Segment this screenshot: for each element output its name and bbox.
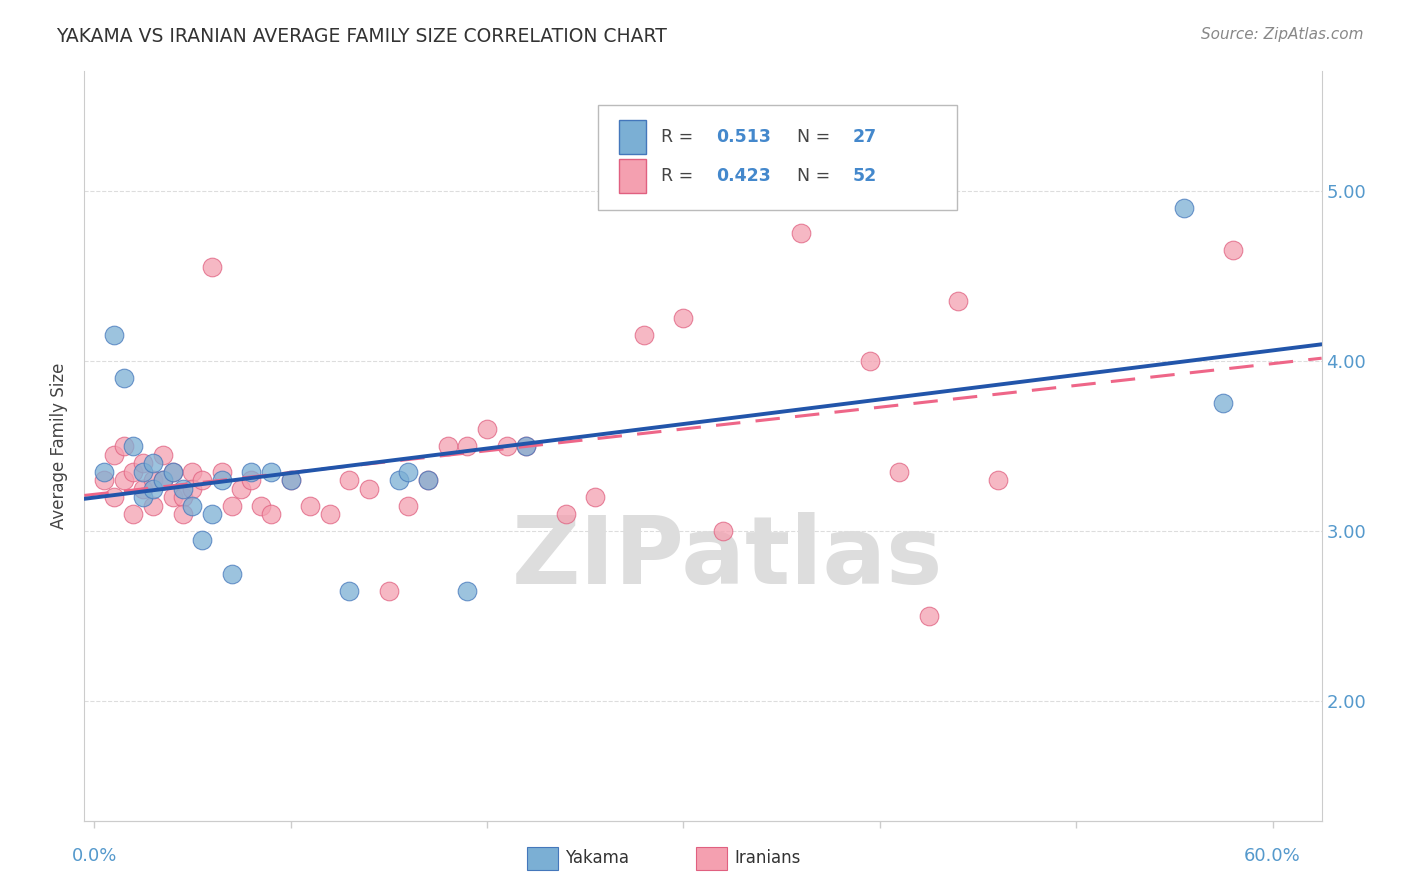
Point <box>948 294 970 309</box>
Point <box>250 499 273 513</box>
Point <box>132 465 155 479</box>
Point <box>162 465 184 479</box>
Point <box>396 499 419 513</box>
Text: R =: R = <box>661 168 699 186</box>
Point <box>1222 243 1244 257</box>
Text: 52: 52 <box>852 168 877 186</box>
Point <box>554 507 576 521</box>
Text: ZIPatlas: ZIPatlas <box>512 512 943 605</box>
Point <box>240 465 263 479</box>
Bar <box>619 120 647 154</box>
Point <box>172 507 194 521</box>
Point <box>280 473 302 487</box>
Point <box>378 583 401 598</box>
Text: Iranians: Iranians <box>734 849 800 867</box>
Point <box>456 439 478 453</box>
Point <box>172 482 194 496</box>
Text: 0.513: 0.513 <box>717 128 772 146</box>
Point <box>221 499 243 513</box>
Point <box>436 439 458 453</box>
Point <box>112 371 135 385</box>
Point <box>260 465 283 479</box>
Point <box>583 490 606 504</box>
Point <box>1173 201 1195 215</box>
Point <box>112 439 135 453</box>
FancyBboxPatch shape <box>598 105 956 210</box>
Point <box>162 490 184 504</box>
Text: YAKAMA VS IRANIAN AVERAGE FAMILY SIZE CORRELATION CHART: YAKAMA VS IRANIAN AVERAGE FAMILY SIZE CO… <box>56 27 666 45</box>
Point <box>396 465 419 479</box>
Point <box>1212 396 1234 410</box>
Point <box>515 439 537 453</box>
Point <box>633 328 655 343</box>
Text: Yakama: Yakama <box>565 849 630 867</box>
Point <box>132 490 155 504</box>
Point <box>152 448 174 462</box>
Point <box>231 482 253 496</box>
Point <box>103 328 125 343</box>
Point <box>987 473 1010 487</box>
Point <box>359 482 381 496</box>
Point <box>387 473 409 487</box>
Point <box>201 260 224 275</box>
Point <box>672 311 695 326</box>
Point <box>122 465 145 479</box>
Point <box>191 533 214 547</box>
Point <box>152 473 174 487</box>
Point <box>191 473 214 487</box>
Point <box>260 507 283 521</box>
Point <box>132 482 155 496</box>
Point <box>162 465 184 479</box>
Point <box>181 482 204 496</box>
Point <box>859 354 882 368</box>
Point <box>319 507 342 521</box>
Point <box>103 448 125 462</box>
Point <box>181 499 204 513</box>
Point <box>93 473 115 487</box>
Point <box>790 226 813 240</box>
Point <box>181 465 204 479</box>
Point <box>132 456 155 470</box>
Bar <box>619 160 647 193</box>
Point <box>889 465 911 479</box>
Text: 0.0%: 0.0% <box>72 847 117 865</box>
Point <box>152 473 174 487</box>
Point <box>122 439 145 453</box>
Point <box>112 473 135 487</box>
Point <box>142 456 165 470</box>
Text: N =: N = <box>797 128 835 146</box>
Text: 60.0%: 60.0% <box>1244 847 1301 865</box>
Point <box>495 439 517 453</box>
Point <box>211 473 233 487</box>
Point <box>711 524 734 538</box>
Text: N =: N = <box>797 168 835 186</box>
Point <box>172 490 194 504</box>
Point <box>299 499 322 513</box>
Y-axis label: Average Family Size: Average Family Size <box>51 363 69 529</box>
Point <box>103 490 125 504</box>
Text: R =: R = <box>661 128 699 146</box>
Point <box>456 583 478 598</box>
Point <box>142 473 165 487</box>
Point <box>515 439 537 453</box>
Point <box>918 609 941 624</box>
Text: 27: 27 <box>852 128 877 146</box>
Point <box>416 473 439 487</box>
Point <box>339 583 361 598</box>
Text: 0.423: 0.423 <box>717 168 772 186</box>
Point <box>240 473 263 487</box>
Point <box>142 482 165 496</box>
Point <box>416 473 439 487</box>
Point <box>475 422 498 436</box>
Point <box>211 465 233 479</box>
Point <box>93 465 115 479</box>
Text: Source: ZipAtlas.com: Source: ZipAtlas.com <box>1201 27 1364 42</box>
Point <box>280 473 302 487</box>
Point <box>339 473 361 487</box>
Point <box>122 507 145 521</box>
Point <box>142 499 165 513</box>
Point <box>201 507 224 521</box>
Point <box>221 566 243 581</box>
